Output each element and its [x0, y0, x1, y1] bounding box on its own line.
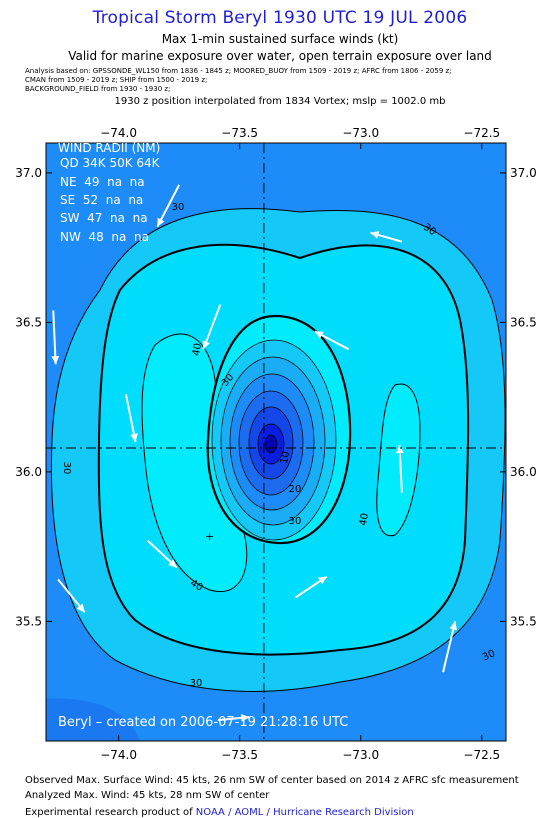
max-wind-marker: + — [205, 530, 214, 543]
wind-radii-row-nw: NW 48 na na — [60, 230, 149, 244]
wind-vector — [202, 304, 222, 350]
contour-label: 30 — [172, 202, 185, 213]
hrd-link[interactable]: NOAA / AOML / Hurricane Research Divisio… — [195, 807, 414, 818]
contour-label: 40 — [191, 342, 204, 356]
wind-radii-row-ne: NE 49 na na — [60, 175, 145, 189]
analysis-line-1: Analysis based on: GPSSONDE_WL150 from 1… — [25, 67, 452, 75]
contour-label: 10 — [279, 450, 292, 464]
x-tick-label-top: −73.0 — [342, 126, 379, 140]
wind-vector — [147, 539, 178, 569]
wind-radii-row-sw: SW 47 na na — [60, 211, 148, 225]
contour-label: 30 — [289, 516, 302, 527]
chart-title: Tropical Storm Beryl 1930 UTC 19 JUL 200… — [92, 8, 468, 28]
x-tick-label-top: −73.5 — [221, 126, 258, 140]
wind-vector — [51, 310, 60, 365]
x-tick-label-top: −72.5 — [463, 126, 500, 140]
validity-note: Valid for marine exposure over water, op… — [68, 49, 492, 63]
wind-vector — [314, 330, 350, 351]
y-tick-label-right: 37.0 — [510, 166, 537, 180]
x-tick-label-bottom: −73.5 — [221, 748, 258, 762]
contour-label: 40 — [358, 512, 371, 526]
y-tick-label-left: 35.5 — [15, 614, 42, 628]
plot-frame — [45, 142, 507, 742]
y-tick-label-right: 35.5 — [510, 614, 537, 628]
y-tick-label-right: 36.5 — [510, 315, 537, 329]
y-tick-label-left: 36.0 — [15, 465, 42, 479]
wind-radii-table: WIND RADII (NM) QD 34K 50K 64K NE 49 na … — [58, 141, 161, 244]
contour-label: 30 — [190, 678, 203, 689]
analysis-line-3: BACKGROUND_FIELD from 1930 - 1930 z; — [25, 85, 171, 93]
position-note: 1930 z position interpolated from 1834 V… — [114, 96, 446, 107]
band-40-45-east — [376, 383, 421, 537]
wind-vector — [442, 621, 458, 673]
wind-vector — [156, 184, 181, 228]
wind-vector — [57, 578, 86, 614]
wind-vectors — [51, 184, 458, 722]
contour-label: 30 — [61, 462, 72, 475]
observed-max-wind: Observed Max. Surface Wind: 45 kts, 26 n… — [25, 775, 519, 786]
axis-ticks: −74.0 −74.0 −73.5 −73.5 −73.0 −73.0 −72.5 −72.5… — [15, 126, 536, 762]
y-tick-label-right: 36.0 — [510, 465, 537, 479]
creation-credit: Beryl – created on 2006-07-19 21:28:16 U… — [58, 715, 348, 730]
analyzed-max-wind: Analyzed Max. Wind: 45 kts, 28 nm SW of … — [25, 790, 270, 801]
analysis-line-2: CMAN from 1509 - 2019 z; SHIP from 1500 … — [25, 76, 208, 84]
wind-vector — [370, 231, 403, 243]
storm-eye — [264, 434, 278, 454]
wind-vector — [217, 713, 250, 722]
x-tick-label-bottom: −73.0 — [342, 748, 379, 762]
band-40-45-west — [141, 333, 248, 593]
contour-label: 20 — [289, 484, 302, 495]
product-credit: Experimental research product of NOAA / … — [25, 807, 414, 818]
y-tick-label-left: 36.5 — [15, 315, 42, 329]
sw-low-wind-band — [46, 698, 140, 741]
wind-radii-title: WIND RADII (NM) — [58, 141, 160, 155]
x-tick-label-bottom: −72.5 — [463, 748, 500, 762]
wind-vector — [294, 575, 328, 599]
product-credit-prefix: Experimental research product of — [25, 807, 196, 818]
wind-vector — [124, 393, 138, 443]
x-tick-label-top: −74.0 — [100, 126, 137, 140]
wind-vector — [395, 444, 404, 493]
y-tick-label-left: 37.0 — [15, 166, 42, 180]
x-tick-label-bottom: −74.0 — [100, 748, 137, 762]
wind-radii-row-se: SE 52 na na — [60, 193, 143, 207]
chart-subtitle: Max 1-min sustained surface winds (kt) — [161, 32, 399, 46]
contour-label: 30 — [481, 648, 497, 663]
wind-radii-header: QD 34K 50K 64K — [60, 156, 161, 170]
